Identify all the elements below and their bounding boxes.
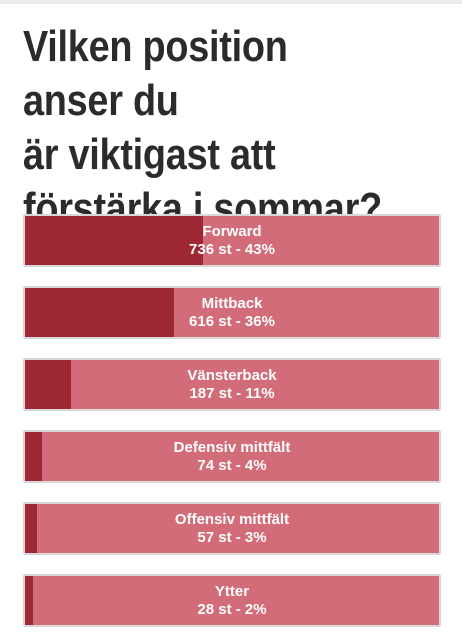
poll-option-label: Mittback — [201, 294, 263, 312]
poll-options: Forward 736 st - 43% Mittback 616 st - 3… — [23, 214, 441, 640]
poll-option-ytter[interactable]: Ytter 28 st - 2% — [23, 574, 441, 627]
poll-option-label: Defensiv mittfält — [173, 438, 291, 456]
poll-option-stats: 28 st - 2% — [197, 600, 267, 618]
poll-option-result-bar — [25, 504, 38, 553]
poll-question-line-2: är viktigast att — [23, 130, 276, 179]
poll-option-defensiv-mittfalt[interactable]: Defensiv mittfält 74 st - 4% — [23, 430, 441, 483]
poll-question-line-1: Vilken position anser du — [23, 22, 288, 125]
poll-option-result-bar — [25, 360, 71, 409]
poll-option-result-bar — [25, 216, 204, 265]
poll-option-stats: 736 st - 43% — [189, 240, 275, 258]
poll-option-stats: 187 st - 11% — [189, 384, 275, 402]
poll-option-offensiv-mittfalt[interactable]: Offensiv mittfält 57 st - 3% — [23, 502, 441, 555]
poll-option-result-bar — [25, 288, 175, 337]
poll-option-stats: 57 st - 3% — [197, 528, 267, 546]
poll-question: Vilken position anser du är viktigast at… — [23, 20, 384, 236]
poll-option-result-bar — [25, 432, 42, 481]
poll-option-mittback[interactable]: Mittback 616 st - 36% — [23, 286, 441, 339]
poll-option-stats: 74 st - 4% — [197, 456, 267, 474]
poll-option-label: Ytter — [214, 582, 250, 600]
poll-option-stats: 616 st - 36% — [189, 312, 275, 330]
poll-option-vansterback[interactable]: Vänsterback 187 st - 11% — [23, 358, 441, 411]
top-divider — [0, 0, 462, 4]
poll-option-label: Offensiv mittfält — [174, 510, 290, 528]
poll-option-label: Forward — [202, 222, 262, 240]
poll-option-forward[interactable]: Forward 736 st - 43% — [23, 214, 441, 267]
poll-option-result-bar — [25, 576, 34, 625]
poll-option-label: Vänsterback — [187, 366, 277, 384]
